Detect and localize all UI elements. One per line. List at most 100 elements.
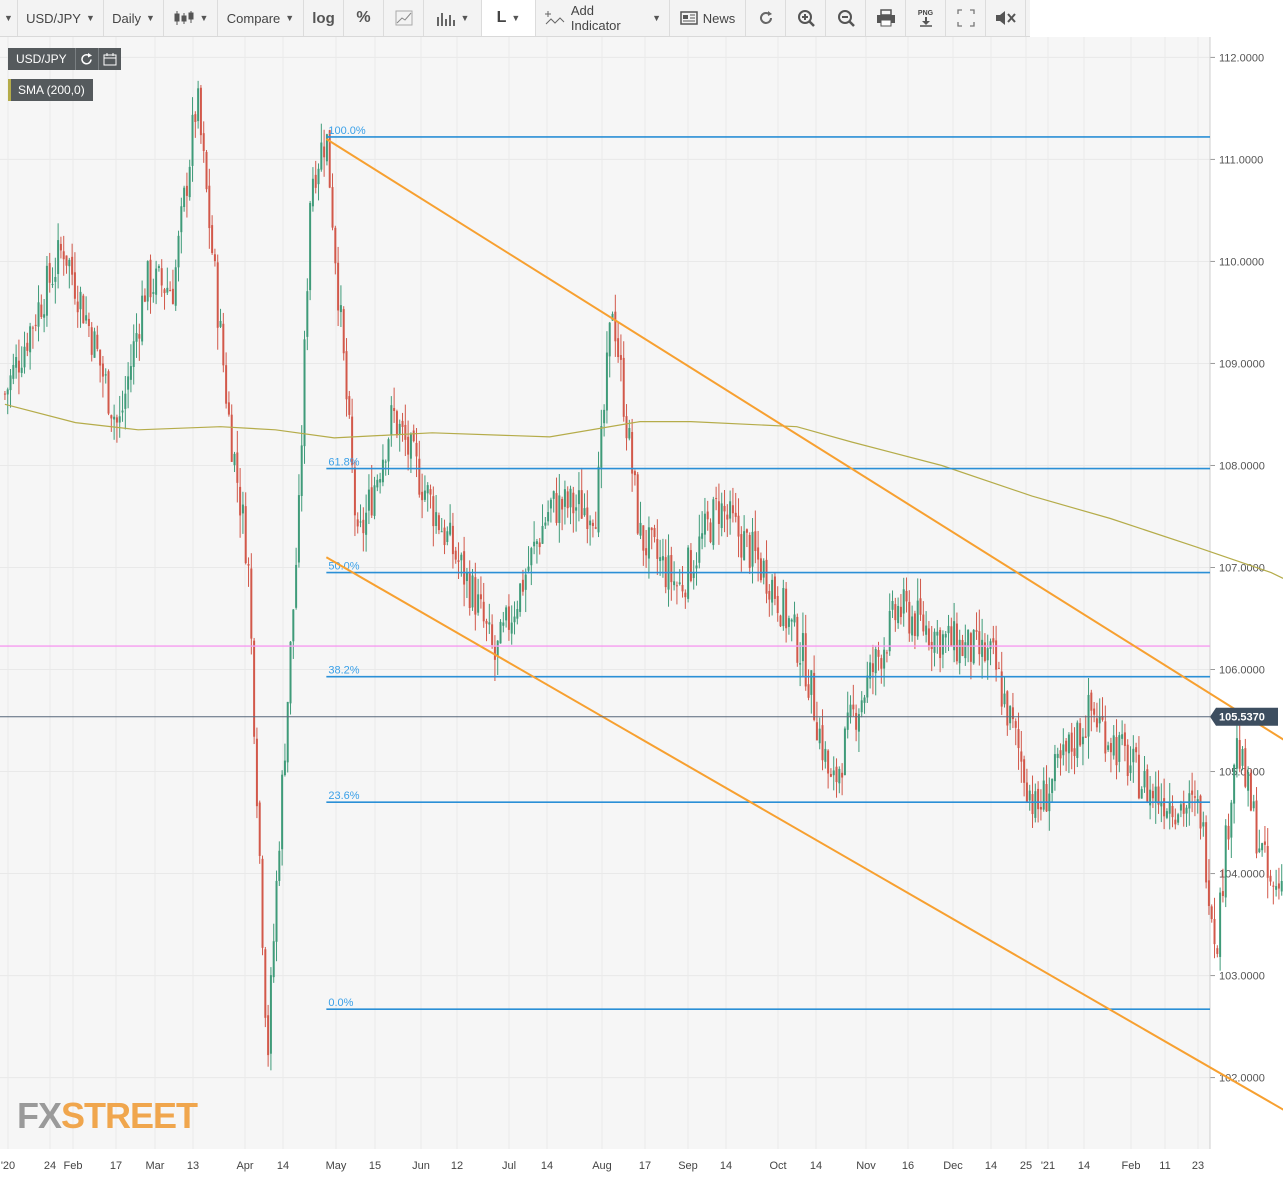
logo-fx: FX bbox=[17, 1095, 62, 1136]
candle-up bbox=[113, 404, 116, 440]
candle-body bbox=[1011, 707, 1014, 720]
candle-up bbox=[409, 432, 412, 473]
candle-body bbox=[317, 168, 320, 185]
candle-down bbox=[261, 855, 264, 956]
candle-down bbox=[404, 404, 407, 457]
drawing-tools-button[interactable] bbox=[384, 0, 424, 36]
candle-up bbox=[51, 267, 54, 288]
candle-up bbox=[762, 558, 765, 585]
candle-body bbox=[510, 622, 513, 634]
candle-body bbox=[381, 459, 384, 483]
candle-body bbox=[782, 588, 785, 627]
candle-up bbox=[1241, 746, 1244, 771]
candle-up bbox=[964, 624, 967, 666]
candle-body bbox=[726, 514, 729, 520]
mute-button[interactable] bbox=[986, 0, 1026, 36]
candle-up bbox=[23, 331, 26, 374]
candle-body bbox=[1280, 880, 1283, 892]
candle-down bbox=[432, 486, 435, 547]
candle-body bbox=[1238, 740, 1241, 769]
candle-down bbox=[670, 546, 673, 601]
candle-up bbox=[832, 756, 835, 791]
candle-down bbox=[1079, 718, 1082, 747]
settings-button[interactable] bbox=[97, 48, 121, 70]
candle-down bbox=[328, 129, 331, 189]
candle-body bbox=[471, 575, 474, 608]
candle-up bbox=[874, 645, 877, 696]
candle-body bbox=[1025, 782, 1028, 802]
candle-down bbox=[208, 168, 211, 249]
line-mode-button[interactable]: L ▼ bbox=[482, 0, 536, 36]
candle-up bbox=[818, 717, 821, 750]
candle-up bbox=[712, 496, 715, 550]
volume-button[interactable]: ▼ bbox=[424, 0, 482, 36]
chart-area[interactable]: 112.0000 111.0000 110.0000 109.0000 108.0000… bbox=[0, 37, 1283, 1182]
fullscreen-button[interactable] bbox=[946, 0, 986, 36]
sma-legend[interactable]: SMA (200,0) bbox=[8, 79, 93, 101]
candle-down bbox=[107, 369, 110, 416]
candle-up bbox=[435, 495, 438, 534]
candle-body bbox=[656, 538, 659, 559]
zoom-in-button[interactable] bbox=[786, 0, 826, 36]
candle-down bbox=[1020, 730, 1023, 783]
chart-type-selector[interactable]: ▼ bbox=[164, 0, 218, 36]
candle-body bbox=[202, 133, 205, 152]
candle-body bbox=[283, 760, 286, 776]
reload-button[interactable] bbox=[74, 48, 98, 70]
candle-up bbox=[426, 482, 429, 512]
compare-button[interactable]: Compare ▼ bbox=[218, 0, 304, 36]
candle-down bbox=[493, 635, 496, 681]
candle-down bbox=[101, 355, 104, 398]
candle-body bbox=[894, 604, 897, 621]
candle-down bbox=[407, 420, 410, 471]
percent-scale-button[interactable]: % bbox=[344, 0, 384, 36]
candle-body bbox=[967, 629, 970, 646]
candle-down bbox=[507, 594, 510, 641]
candle-down bbox=[717, 483, 720, 545]
candle-down bbox=[479, 576, 482, 609]
candle-body bbox=[115, 417, 118, 423]
candle-body bbox=[1179, 804, 1182, 811]
candle-body bbox=[955, 623, 958, 662]
candle-body bbox=[244, 506, 247, 564]
print-button[interactable] bbox=[866, 0, 906, 36]
candle-body bbox=[885, 652, 888, 654]
candle-down bbox=[401, 412, 404, 442]
time-axis-background bbox=[0, 1149, 1210, 1182]
candle-down bbox=[715, 486, 718, 511]
candle-body bbox=[418, 458, 421, 495]
candle-body bbox=[799, 663, 802, 665]
candle-down bbox=[1213, 897, 1216, 959]
candle-up bbox=[933, 628, 936, 667]
png-export-button[interactable]: PNG bbox=[906, 0, 946, 36]
candle-up bbox=[1165, 808, 1168, 820]
candle-body bbox=[992, 638, 995, 643]
candle-down bbox=[17, 339, 20, 395]
candle-body bbox=[171, 288, 174, 304]
candle-body bbox=[902, 589, 905, 614]
candle-body bbox=[919, 598, 922, 615]
interval-selector[interactable]: Daily ▼ bbox=[104, 0, 164, 36]
symbol-selector[interactable]: USD/JPY ▼ bbox=[18, 0, 104, 36]
candle-body bbox=[1224, 825, 1227, 898]
candle-body bbox=[706, 511, 709, 520]
zoom-out-button[interactable] bbox=[826, 0, 866, 36]
add-indicator-button[interactable]: Add Indicator ▼ bbox=[536, 0, 670, 36]
candle-up bbox=[29, 322, 32, 370]
news-button[interactable]: News bbox=[670, 0, 746, 36]
candle-down bbox=[759, 552, 762, 583]
candle-body bbox=[1042, 780, 1045, 810]
refresh-button[interactable] bbox=[746, 0, 786, 36]
candle-body bbox=[1056, 753, 1059, 758]
candle-body bbox=[82, 295, 85, 324]
candle-up bbox=[367, 474, 370, 525]
candle-body bbox=[236, 452, 239, 483]
log-scale-button[interactable]: log bbox=[304, 0, 344, 36]
candle-up bbox=[1143, 755, 1146, 793]
collapse-button[interactable]: ▼ bbox=[0, 0, 18, 36]
candle-body bbox=[563, 489, 566, 507]
candle-down bbox=[437, 512, 440, 535]
candle-down bbox=[149, 254, 152, 314]
candle-up bbox=[569, 485, 572, 525]
price-chart[interactable]: 112.0000 111.0000 110.0000 109.0000 108.0000… bbox=[0, 37, 1283, 1182]
